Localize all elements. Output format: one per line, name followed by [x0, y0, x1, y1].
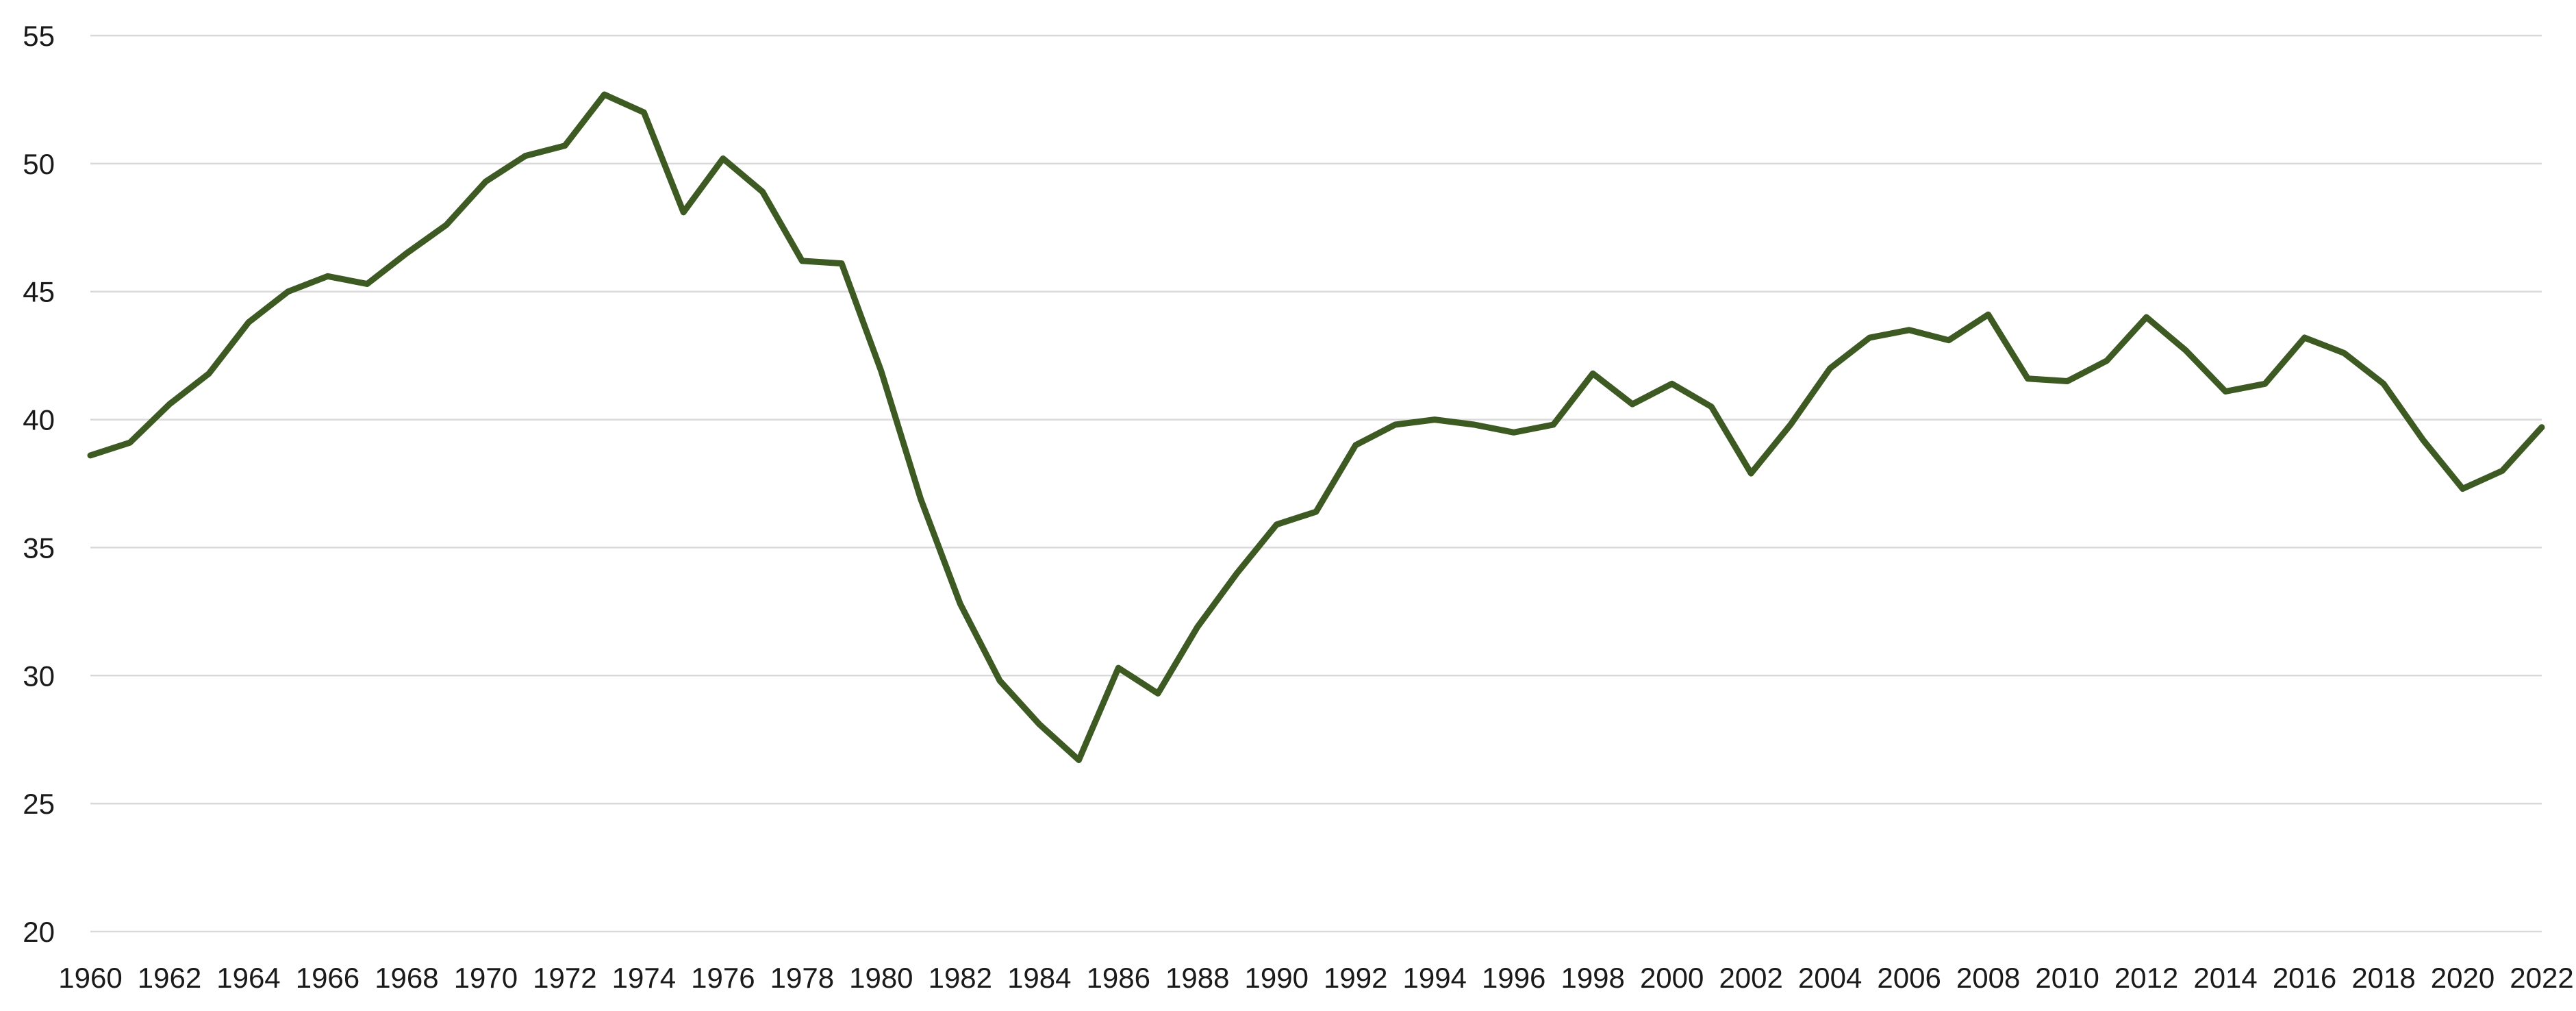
data-point-2001 [1711, 406, 1712, 407]
x-tick-label-1982: 1982 [929, 962, 992, 994]
x-tick-label-2012: 2012 [2114, 962, 2178, 994]
series-line-0 [87, 91, 2545, 764]
x-tick-label-1974: 1974 [612, 962, 676, 994]
data-point-2011 [2106, 360, 2107, 361]
data-point-2020 [2462, 488, 2463, 489]
x-tick-label-1988: 1988 [1165, 962, 1229, 994]
data-point-1987 [1158, 693, 1159, 694]
x-tick-label-1996: 1996 [1482, 962, 1545, 994]
y-tick-label-20: 20 [23, 916, 55, 948]
data-point-2002 [1751, 473, 1752, 474]
data-point-2010 [2067, 381, 2068, 382]
x-tick-label-2004: 2004 [1798, 962, 1862, 994]
x-tick-label-1966: 1966 [296, 962, 359, 994]
x-tick-label-1994: 1994 [1403, 962, 1467, 994]
data-point-1963 [209, 373, 210, 374]
y-tick-label-45: 45 [23, 276, 55, 308]
data-point-1978 [802, 260, 803, 261]
data-point-1977 [762, 191, 763, 192]
series-group [87, 91, 2545, 764]
x-tick-label-2006: 2006 [1877, 962, 1941, 994]
data-point-1972 [564, 145, 565, 146]
x-axis-tick-labels: 1960 1962 1964 1966 1968 1970 1972 1974 1976 1978… [58, 962, 2573, 994]
x-tick-label-2016: 2016 [2273, 962, 2336, 994]
x-tick-label-1962: 1962 [138, 962, 201, 994]
y-tick-label-55: 55 [23, 20, 55, 52]
x-tick-label-2022: 2022 [2510, 962, 2573, 994]
data-point-1996 [1513, 432, 1514, 433]
x-tick-label-2008: 2008 [1956, 962, 2020, 994]
x-tick-label-1970: 1970 [454, 962, 518, 994]
data-point-1962 [169, 404, 170, 405]
data-point-2005 [1869, 337, 1870, 338]
data-point-2012 [2146, 317, 2147, 318]
y-tick-label-30: 30 [23, 660, 55, 692]
data-point-2014 [2225, 391, 2226, 392]
data-point-1961 [129, 442, 130, 443]
x-tick-label-1986: 1986 [1087, 962, 1150, 994]
data-point-1986 [1118, 668, 1119, 669]
x-tick-label-1960: 1960 [58, 962, 122, 994]
gridlines [90, 34, 2542, 933]
x-tick-label-1976: 1976 [691, 962, 755, 994]
y-tick-label-40: 40 [23, 404, 55, 436]
x-tick-label-1984: 1984 [1007, 962, 1071, 994]
x-tick-label-2000: 2000 [1640, 962, 1704, 994]
y-tick-label-25: 25 [23, 788, 55, 820]
x-tick-label-2010: 2010 [2035, 962, 2099, 994]
x-tick-label-1978: 1978 [770, 962, 834, 994]
y-tick-label-35: 35 [23, 532, 55, 564]
x-tick-label-2002: 2002 [1719, 962, 1782, 994]
y-axis-tick-labels: 20 25 30 35 40 45 50 55 [23, 20, 55, 948]
x-tick-label-1980: 1980 [849, 962, 913, 994]
data-point-1976 [722, 158, 723, 159]
data-point-1966 [327, 276, 328, 277]
data-point-2016 [2304, 337, 2305, 338]
x-tick-label-1964: 1964 [216, 962, 280, 994]
data-point-1990 [1276, 524, 1277, 525]
data-point-1964 [248, 322, 249, 323]
data-point-1982 [960, 603, 961, 604]
x-tick-label-2018: 2018 [2351, 962, 2415, 994]
x-tick-label-1992: 1992 [1324, 962, 1387, 994]
x-tick-label-2014: 2014 [2193, 962, 2257, 994]
data-point-1973 [604, 94, 605, 95]
x-tick-label-1990: 1990 [1245, 962, 1309, 994]
data-point-2006 [1909, 329, 1910, 330]
x-tick-label-1968: 1968 [375, 962, 438, 994]
x-tick-label-2020: 2020 [2431, 962, 2495, 994]
x-tick-label-1972: 1972 [533, 962, 596, 994]
y-tick-label-50: 50 [23, 148, 55, 180]
data-point-1971 [525, 155, 526, 156]
x-tick-label-1998: 1998 [1561, 962, 1624, 994]
